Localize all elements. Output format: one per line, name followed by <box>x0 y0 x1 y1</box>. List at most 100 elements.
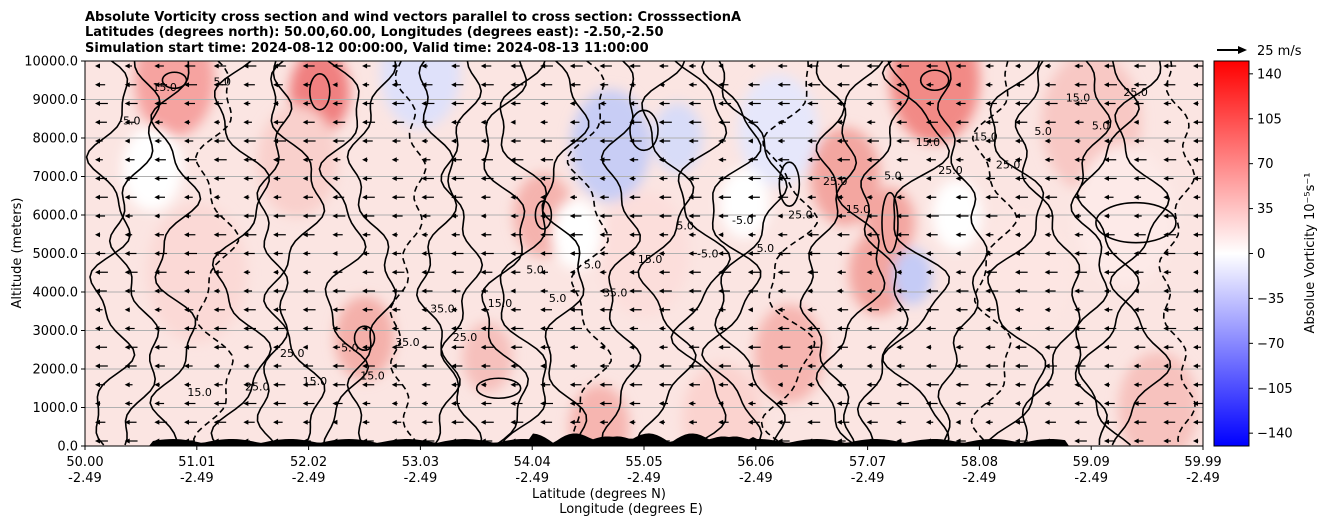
wind-vector-head <box>302 194 308 200</box>
wind-vector-head <box>480 119 486 125</box>
wind-vector-head <box>1133 269 1139 275</box>
wind-vector-head <box>1193 157 1198 163</box>
wind-vector-head <box>1193 363 1198 369</box>
wind-vector-head <box>421 326 427 331</box>
wind-vector-head <box>184 82 190 88</box>
wind-vector-head <box>1074 269 1080 275</box>
wind-vector-head <box>836 344 842 350</box>
wind-vector-head <box>184 251 190 256</box>
wind-vector-head <box>1044 307 1050 313</box>
contour-label: 5.0 <box>214 75 232 88</box>
wind-vector-head <box>391 101 397 106</box>
wind-vector-head <box>1163 288 1169 294</box>
wind-vector-head <box>480 157 486 163</box>
wind-vector-head <box>629 63 635 69</box>
wind-vector-head <box>510 194 516 200</box>
wind-vector-head <box>332 269 338 275</box>
y-tick-label: 5000.0 <box>33 247 79 262</box>
wind-vector-head <box>184 157 190 163</box>
wind-vector-head <box>184 232 190 238</box>
wind-vector-head <box>925 82 931 88</box>
wind-vector-head <box>866 382 872 388</box>
wind-vector-head <box>124 101 130 106</box>
wind-vector-head <box>213 344 219 350</box>
wind-vector-head <box>480 326 486 331</box>
field-patch <box>889 61 980 144</box>
wind-vector-head <box>629 326 635 331</box>
wind-vector-head <box>1133 438 1139 444</box>
wind-vector-head <box>718 288 724 294</box>
wind-vector-head <box>273 251 279 256</box>
wind-vector-head <box>1074 363 1080 369</box>
wind-vector-head <box>95 119 100 125</box>
wind-vector-head <box>213 269 219 275</box>
wind-vector-head <box>451 269 457 275</box>
wind-vector-head <box>302 251 308 256</box>
wind-vector-head <box>896 138 902 144</box>
wind-vector-head <box>302 401 308 406</box>
contour-line <box>856 61 910 446</box>
wind-vector-head <box>95 63 100 69</box>
wind-vector-head <box>1044 194 1050 200</box>
wind-vector-head <box>629 138 635 144</box>
wind-vector-head <box>1103 438 1109 444</box>
wind-vector-head <box>896 419 902 425</box>
wind-vector-head <box>184 307 190 313</box>
wind-vector-head <box>866 307 872 313</box>
wind-vector-head <box>421 363 427 369</box>
wind-vector-head <box>540 119 546 125</box>
wind-vector-head <box>273 101 279 106</box>
wind-vector-head <box>480 251 486 256</box>
wind-vector-head <box>302 307 308 313</box>
wind-vector-head <box>95 82 100 88</box>
wind-vector-head <box>1163 438 1169 444</box>
wind-vector-head <box>362 138 368 144</box>
wind-vector-head <box>95 363 100 369</box>
wind-vector-head <box>1044 344 1050 350</box>
wind-vector-head <box>1014 213 1020 219</box>
wind-vector-head <box>391 251 397 256</box>
contour-line <box>714 61 788 446</box>
wind-vector-head <box>1103 138 1109 144</box>
wind-vector-head <box>688 119 694 125</box>
wind-vector-head <box>985 63 991 69</box>
wind-vector-head <box>1163 157 1169 163</box>
wind-vector-head <box>599 157 605 163</box>
wind-vector-head <box>184 119 190 125</box>
wind-vector-head <box>658 307 664 313</box>
wind-vector-head <box>836 307 842 313</box>
colorbar-ticks: 140 105 70 35 0 −35 −70 −105 −140 <box>1249 67 1293 442</box>
contour-line <box>346 61 397 446</box>
wind-vector-head <box>95 213 100 219</box>
wind-vector-head <box>1193 307 1198 313</box>
x-tick-label-lat: 51.01 <box>178 455 215 470</box>
wind-vector-head <box>925 101 931 106</box>
wind-vector-head <box>985 176 991 181</box>
wind-vector-head <box>332 401 338 406</box>
contour-line <box>1014 61 1081 446</box>
wind-vector-head <box>1193 382 1198 388</box>
wind-vector-head <box>896 401 902 406</box>
contour-label: 35.0 <box>395 336 420 349</box>
wind-vector-head <box>985 251 991 256</box>
contour-label: 25.0 <box>938 164 963 177</box>
wind-vector-head <box>1103 82 1109 88</box>
colorbar-tick-label: 70 <box>1257 157 1274 172</box>
wind-vector-head <box>777 119 783 125</box>
wind-vector-head <box>273 157 279 163</box>
wind-vector-head <box>362 401 368 406</box>
title-line-3: Simulation start time: 2024-08-12 00:00:… <box>85 41 649 56</box>
wind-vector-head <box>510 138 516 144</box>
contour-label: -5.0 <box>119 114 140 127</box>
wind-vector-head <box>243 307 249 313</box>
wind-vector-head <box>510 213 516 219</box>
wind-vector-head <box>925 269 931 275</box>
wind-vector-head <box>807 401 813 406</box>
wind-vector-head <box>1074 307 1080 313</box>
wind-vector-head <box>332 307 338 313</box>
wind-vector-head <box>1074 288 1080 294</box>
wind-vector-head <box>332 213 338 219</box>
wind-vector-head <box>1193 419 1198 425</box>
wind-vector-head <box>95 176 100 181</box>
wind-vector-head <box>451 232 457 238</box>
